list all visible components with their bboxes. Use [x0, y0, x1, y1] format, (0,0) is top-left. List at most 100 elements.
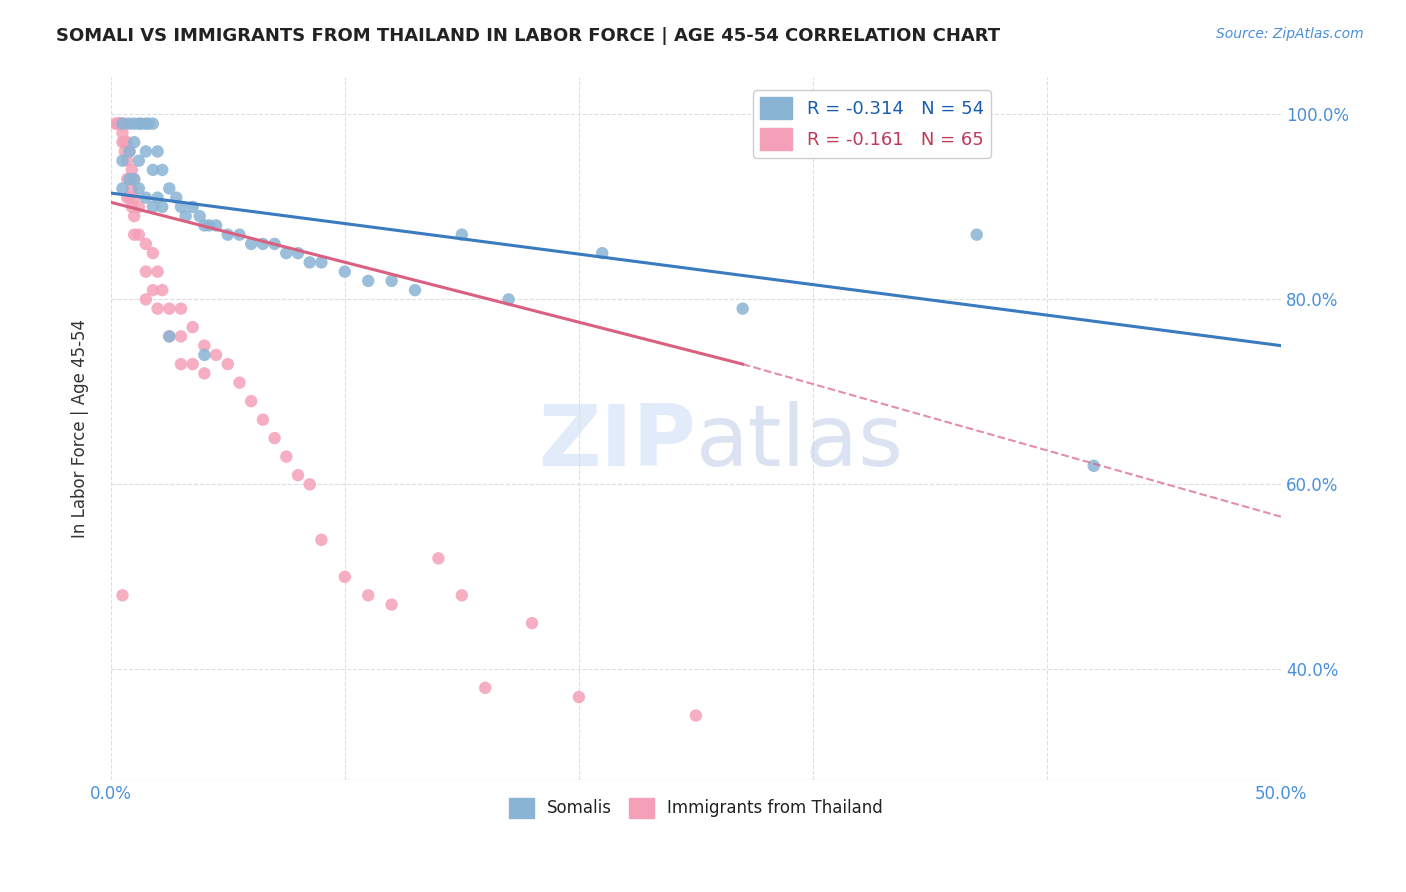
Point	[498, 293, 520, 307]
Point	[114, 117, 136, 131]
Point	[252, 236, 274, 251]
Point	[128, 117, 150, 131]
Point	[157, 329, 180, 343]
Point	[333, 570, 356, 584]
Text: ZIP: ZIP	[538, 401, 696, 484]
Point	[181, 357, 204, 371]
Point	[150, 200, 173, 214]
Point	[193, 367, 215, 381]
Point	[111, 588, 134, 602]
Point	[104, 117, 127, 131]
Point	[114, 135, 136, 149]
Point	[146, 265, 169, 279]
Point	[111, 135, 134, 149]
Point	[135, 265, 157, 279]
Point	[298, 255, 321, 269]
Point	[170, 301, 193, 316]
Point	[118, 172, 141, 186]
Point	[276, 246, 298, 260]
Point	[146, 301, 169, 316]
Point	[198, 219, 221, 233]
Point	[122, 172, 145, 186]
Point	[129, 117, 152, 131]
Point	[122, 191, 145, 205]
Point	[118, 145, 141, 159]
Point	[118, 145, 141, 159]
Point	[122, 227, 145, 242]
Text: SOMALI VS IMMIGRANTS FROM THAILAND IN LABOR FORCE | AGE 45-54 CORRELATION CHART: SOMALI VS IMMIGRANTS FROM THAILAND IN LA…	[56, 27, 1000, 45]
Point	[122, 117, 145, 131]
Point	[170, 200, 193, 214]
Text: Source: ZipAtlas.com: Source: ZipAtlas.com	[1216, 27, 1364, 41]
Point	[135, 293, 157, 307]
Point	[404, 283, 426, 297]
Point	[966, 227, 988, 242]
Point	[333, 265, 356, 279]
Point	[121, 200, 143, 214]
Point	[142, 200, 165, 214]
Point	[474, 681, 496, 695]
Point	[108, 117, 131, 131]
Point	[111, 117, 134, 131]
Point	[357, 274, 380, 288]
Point	[122, 209, 145, 223]
Point	[427, 551, 450, 566]
Point	[450, 227, 472, 242]
Point	[107, 117, 129, 131]
Point	[128, 181, 150, 195]
Point	[122, 135, 145, 149]
Point	[252, 412, 274, 426]
Point	[128, 153, 150, 168]
Point	[146, 145, 169, 159]
Point	[142, 283, 165, 297]
Point	[263, 431, 285, 445]
Point	[165, 191, 187, 205]
Point	[287, 468, 309, 483]
Point	[122, 172, 145, 186]
Point	[157, 301, 180, 316]
Point	[731, 301, 754, 316]
Point	[111, 153, 134, 168]
Point	[135, 145, 157, 159]
Point	[685, 708, 707, 723]
Point	[193, 348, 215, 362]
Point	[142, 117, 165, 131]
Point	[228, 227, 250, 242]
Point	[170, 329, 193, 343]
Point	[228, 376, 250, 390]
Point	[115, 135, 138, 149]
Point	[111, 126, 134, 140]
Text: atlas: atlas	[696, 401, 904, 484]
Point	[111, 181, 134, 195]
Point	[381, 274, 404, 288]
Point	[128, 200, 150, 214]
Point	[240, 394, 263, 409]
Point	[193, 338, 215, 352]
Point	[263, 236, 285, 251]
Y-axis label: In Labor Force | Age 45-54: In Labor Force | Age 45-54	[72, 319, 89, 539]
Point	[115, 191, 138, 205]
Point	[111, 117, 134, 131]
Point	[107, 117, 129, 131]
Point	[298, 477, 321, 491]
Point	[150, 283, 173, 297]
Point	[174, 209, 197, 223]
Point	[157, 329, 180, 343]
Point	[181, 200, 204, 214]
Point	[188, 209, 211, 223]
Point	[118, 117, 141, 131]
Point	[128, 227, 150, 242]
Point	[381, 598, 404, 612]
Point	[135, 191, 157, 205]
Point	[142, 162, 165, 177]
Point	[1083, 458, 1105, 473]
Point	[118, 191, 141, 205]
Point	[311, 255, 333, 269]
Point	[276, 450, 298, 464]
Point	[157, 181, 180, 195]
Point	[146, 191, 169, 205]
Point	[135, 117, 157, 131]
Point	[450, 588, 472, 602]
Point	[181, 320, 204, 334]
Point	[568, 690, 591, 704]
